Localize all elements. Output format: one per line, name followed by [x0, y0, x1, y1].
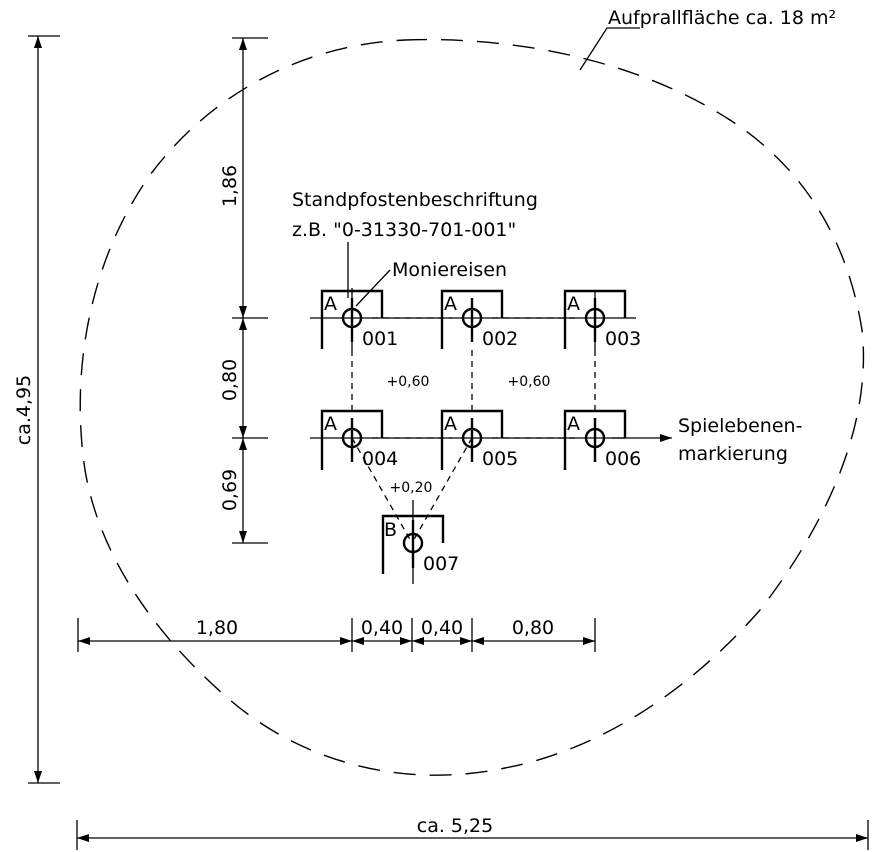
post-002: A 002	[440, 289, 518, 350]
svg-text:A: A	[444, 413, 457, 435]
conn-004-007	[351, 437, 413, 544]
svg-text:007: 007	[423, 553, 459, 575]
svg-text:A: A	[444, 293, 457, 315]
hdim-label-4: 0,80	[512, 617, 554, 639]
overall-width-label: ca. 5,25	[417, 815, 493, 837]
play-level-label-line1: Spielebenen-	[678, 415, 802, 437]
post-006: A 006	[563, 409, 641, 470]
vdim-label-1: 1,86	[219, 165, 241, 207]
vdim-label-3: 0,69	[219, 469, 241, 511]
post-007: B 007	[381, 500, 459, 584]
overall-height-label: ca.4,95	[13, 375, 35, 445]
post-003: A 003	[563, 289, 641, 350]
conn-005-007	[411, 437, 473, 544]
hdim-label-1: 1,80	[196, 617, 238, 639]
vdim-label-2: 0,80	[219, 359, 241, 401]
svg-text:A: A	[567, 413, 580, 435]
svg-text:A: A	[324, 293, 337, 315]
post-label-title: Standpfostenbeschriftung	[292, 189, 538, 211]
svg-text:004: 004	[362, 448, 398, 470]
post-004: A 004	[320, 409, 398, 470]
height-offset-1: +0,60	[387, 374, 430, 390]
impact-area-leader	[579, 27, 640, 71]
impact-area-label: Aufprallfläche ca. 18 m²	[608, 7, 836, 29]
svg-text:003: 003	[605, 328, 641, 350]
svg-text:002: 002	[482, 328, 518, 350]
rebar-label: Moniereisen	[392, 259, 507, 281]
height-offset-2: +0,60	[508, 374, 551, 390]
svg-text:005: 005	[482, 448, 518, 470]
svg-text:A: A	[324, 413, 337, 435]
hdim-label-3: 0,40	[421, 617, 463, 639]
hdim-label-2: 0,40	[361, 617, 403, 639]
impact-area-outline	[79, 38, 865, 776]
play-level-label-line2: markierung	[678, 443, 788, 465]
post-001: A 001	[320, 289, 398, 350]
svg-text:B: B	[384, 519, 397, 541]
height-offset-3: +0,20	[390, 480, 433, 496]
svg-text:006: 006	[605, 448, 641, 470]
post-005: A 005	[440, 409, 518, 470]
svg-text:001: 001	[362, 328, 398, 350]
svg-text:A: A	[567, 293, 580, 315]
post-label-example: z.B. "0-31330-701-001"	[292, 219, 516, 241]
rebar-leader	[355, 269, 391, 307]
